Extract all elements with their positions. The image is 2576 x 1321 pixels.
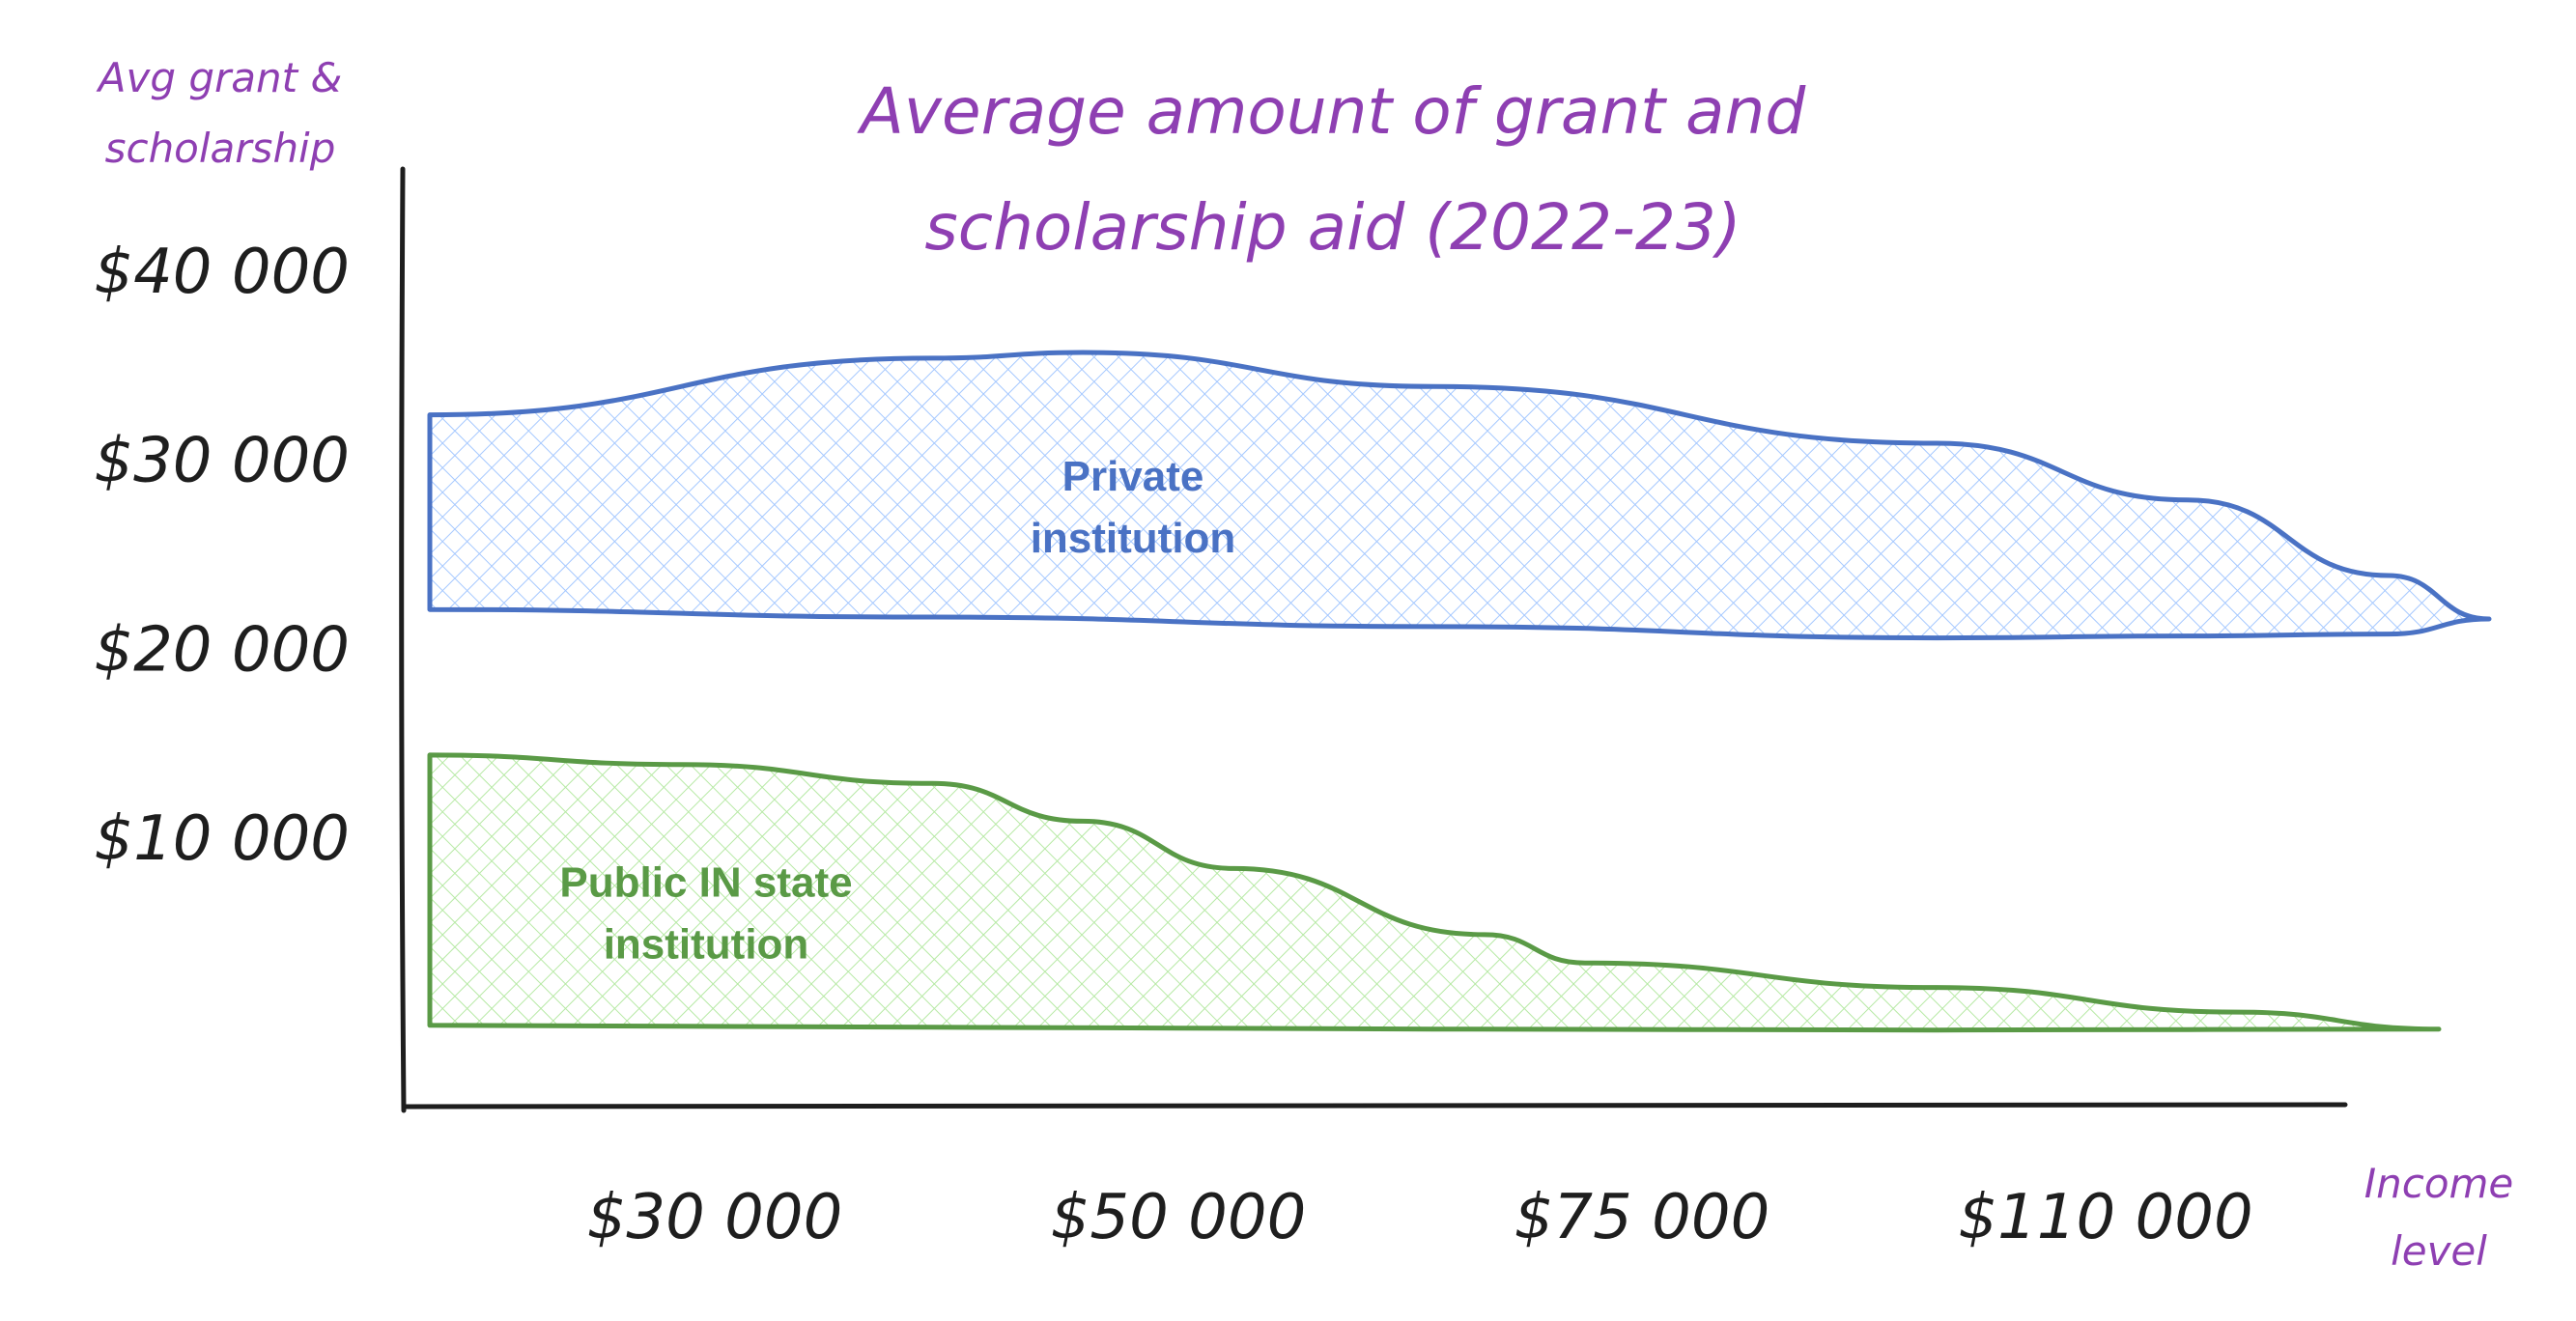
series-label-1-line-1: institution xyxy=(604,921,809,969)
y-axis-title-line-2: scholarship xyxy=(105,125,336,172)
axes xyxy=(399,166,2348,1113)
series-area-0 xyxy=(427,350,2492,641)
series-label-0-line-1: institution xyxy=(1031,515,1236,562)
series-label-0-line-0: Private xyxy=(1062,453,1204,500)
x-tick-labels: $30 000 $50 000 $75 000 $110 000 xyxy=(587,1182,2253,1253)
x-axis-title-line-2: level xyxy=(2391,1227,2487,1275)
chart-title-line-1: Average amount of grant and xyxy=(857,74,1807,149)
y-tick-label-0: $40 000 xyxy=(94,237,350,308)
x-tick-label-2: $75 000 xyxy=(1514,1182,1770,1253)
x-axis-title-line-1: Income xyxy=(2364,1160,2514,1207)
y-tick-label-1: $30 000 xyxy=(94,426,350,497)
series-label-1-line-0: Public IN state xyxy=(559,859,852,907)
y-axis-title-line-1: Avg grant & xyxy=(96,54,342,101)
y-tick-labels: $40 000 $30 000 $20 000 $10 000 xyxy=(94,237,350,875)
x-tick-label-1: $50 000 xyxy=(1051,1182,1307,1253)
y-tick-label-2: $20 000 xyxy=(94,614,350,686)
series-labels: Private institution Public IN state institu… xyxy=(559,453,1235,969)
series-area-1 xyxy=(427,752,2442,1033)
x-axis-line xyxy=(401,1101,2348,1110)
series-layer xyxy=(427,350,2492,1033)
y-axis-title: Avg grant & scholarship xyxy=(96,54,342,172)
y-tick-label-3: $10 000 xyxy=(94,803,350,875)
x-axis-title: Income level xyxy=(2364,1160,2514,1275)
chart-title-line-2: scholarship aid (2022-23) xyxy=(924,190,1741,265)
x-tick-label-0: $30 000 xyxy=(587,1182,843,1253)
y-axis-line xyxy=(399,166,407,1113)
chart-title: Average amount of grant and scholarship … xyxy=(857,74,1807,265)
x-tick-label-3: $110 000 xyxy=(1958,1182,2252,1253)
